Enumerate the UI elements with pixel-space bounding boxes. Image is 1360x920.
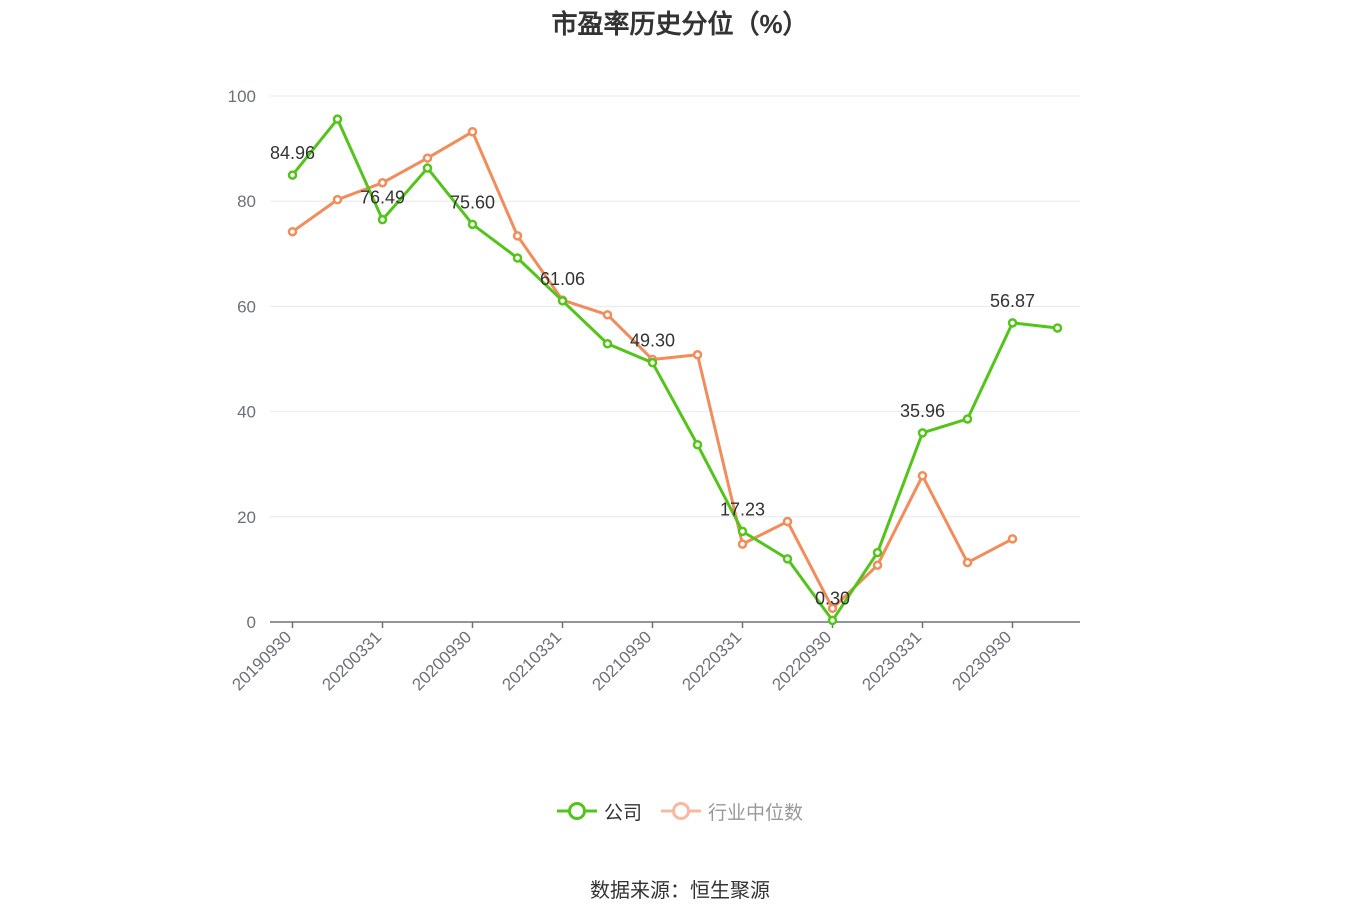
data-label: 35.96 [900, 401, 945, 421]
data-label: 76.49 [360, 188, 405, 208]
x-tick-label: 20190930 [228, 627, 295, 694]
data-point [467, 219, 478, 230]
data-source-note: 数据来源：恒生聚源 [590, 880, 770, 902]
data-point [827, 603, 838, 614]
x-axis: 20190930 20200331 20200930 20210331 20210930… [228, 621, 1080, 694]
series-company [287, 114, 1063, 626]
data-point [782, 554, 793, 564]
x-tick-label: 20210930 [588, 627, 655, 694]
data-point [737, 539, 748, 549]
legend-item-industry-median[interactable]: 行业中位数 [660, 796, 803, 826]
data-point [1007, 318, 1018, 328]
data-point [332, 194, 343, 205]
data-label: 49.30 [630, 331, 675, 351]
data-point [737, 526, 748, 537]
data-point [602, 310, 613, 320]
x-tick-label: 20200331 [318, 627, 385, 694]
data-point [512, 253, 523, 263]
data-point [422, 153, 433, 163]
data-label: 0.30 [815, 588, 850, 608]
legend-industry-median-label: 行业中位数 [708, 802, 804, 824]
data-point [557, 296, 568, 306]
x-tick-label: 20230331 [858, 627, 925, 694]
data-point [287, 226, 298, 237]
data-point [647, 357, 658, 368]
x-tick-label: 20220930 [768, 627, 835, 694]
data-point [377, 178, 388, 188]
y-tick-label: 100 [228, 87, 256, 106]
data-point [872, 560, 883, 570]
y-tick-label: 80 [237, 192, 256, 211]
data-point [602, 338, 613, 349]
y-tick-label: 20 [237, 508, 256, 527]
x-tick-label: 20210331 [498, 627, 565, 694]
data-point [332, 114, 343, 124]
x-tick-label: 20230930 [948, 627, 1015, 694]
y-tick-label: 0 [247, 613, 256, 632]
data-label: 17.23 [720, 499, 765, 519]
data-labels: 84.96 76.49 75.60 61.06 49.30 17.23 0.30 35.96 5… [270, 143, 1035, 608]
data-label: 61.06 [540, 269, 585, 289]
data-point [917, 471, 928, 481]
data-label: 56.87 [990, 291, 1035, 311]
data-point [872, 547, 883, 558]
data-label: 75.60 [450, 192, 495, 212]
legend-company-icon [557, 802, 597, 820]
data-point [377, 214, 388, 225]
legend-company-label: 公司 [604, 802, 643, 824]
data-point [692, 439, 703, 450]
series-line [291, 117, 1058, 622]
y-tick-label: 60 [237, 297, 256, 316]
data-point [917, 428, 928, 438]
series-layer [287, 114, 1063, 626]
data-point [692, 350, 703, 360]
data-point [422, 163, 433, 173]
data-point [512, 231, 523, 241]
data-point [827, 615, 838, 626]
grid-lines [270, 95, 1080, 518]
y-tick-label: 40 [237, 403, 256, 422]
data-point [962, 557, 973, 568]
data-point [287, 170, 298, 180]
data-point [1007, 534, 1018, 544]
x-tick-label: 20220331 [678, 627, 745, 694]
data-point [1052, 323, 1063, 333]
data-point [962, 414, 973, 424]
chart-title: 市盈率历史分位（%） [551, 9, 809, 39]
legend-industry-median-icon [661, 802, 701, 820]
x-tick-label: 20200930 [408, 627, 475, 694]
legend-item-company[interactable]: 公司 [556, 796, 642, 826]
data-point [782, 516, 793, 527]
data-point [467, 127, 478, 137]
y-axis-tick-labels: 0 20 40 60 80 100 [228, 87, 256, 632]
data-label: 84.96 [270, 143, 315, 163]
